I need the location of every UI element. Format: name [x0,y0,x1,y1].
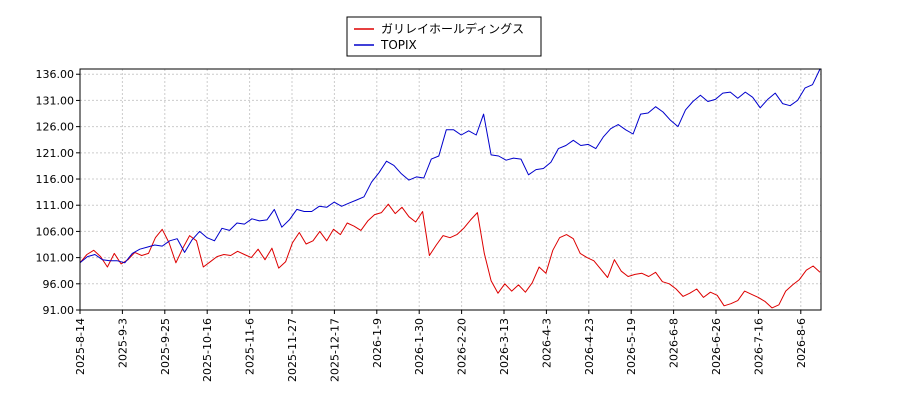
x-tick-label: 2025-10-16 [201,318,214,382]
y-tick-label: 91.00 [43,304,75,317]
legend-box [346,16,542,57]
x-tick-label: 2026-8-6 [795,318,808,368]
x-axis: 2025-8-14 2025-9-3 2025-9-25 2025-10-16 2025… [74,310,808,382]
y-tick-label: 126.00 [36,121,75,134]
chart-series [79,68,821,309]
x-tick-label: 2026-4-3 [540,318,553,368]
x-tick-label: 2026-1-9 [371,318,384,368]
legend-label-series-1: ガリレイホールディングス [381,21,524,36]
y-tick-label: 136.00 [36,68,75,81]
chart-grid [79,69,821,311]
x-tick-label: 2025-11-6 [244,318,257,375]
x-tick-label: 2026-3-13 [498,318,511,375]
series-line-2 [79,68,821,264]
x-tick-label: 2026-6-26 [710,318,723,375]
y-axis: 91.00 96.00 101.00 106.00 111.00 116.00 121.00… [36,68,80,317]
x-tick-label: 2026-2-20 [456,318,469,375]
y-tick-label: 116.00 [36,173,75,186]
y-tick-label: 101.00 [36,252,75,265]
plot-frame [79,68,822,311]
series-line-1 [79,203,821,309]
x-tick-label: 2025-11-27 [286,318,299,382]
y-tick-label: 121.00 [36,147,75,160]
y-tick-label: 96.00 [43,278,75,291]
y-tick-label: 131.00 [36,94,75,107]
x-tick-label: 2025-8-14 [74,318,87,375]
x-tick-label: 2026-4-23 [583,318,596,375]
x-tick-label: 2026-5-19 [625,318,638,375]
x-tick-label: 2026-1-30 [413,318,426,375]
legend: ガリレイホールディングス TOPIX [346,16,542,57]
x-tick-label: 2025-12-17 [328,318,341,382]
x-tick-label: 2026-6-8 [668,318,681,368]
y-tick-label: 111.00 [36,199,75,212]
x-tick-label: 2025-9-25 [159,318,172,375]
y-tick-label: 106.00 [36,225,75,238]
x-tick-label: 2026-7-16 [752,318,765,375]
x-tick-label: 2025-9-3 [116,318,129,368]
legend-label-series-2: TOPIX [380,38,417,52]
